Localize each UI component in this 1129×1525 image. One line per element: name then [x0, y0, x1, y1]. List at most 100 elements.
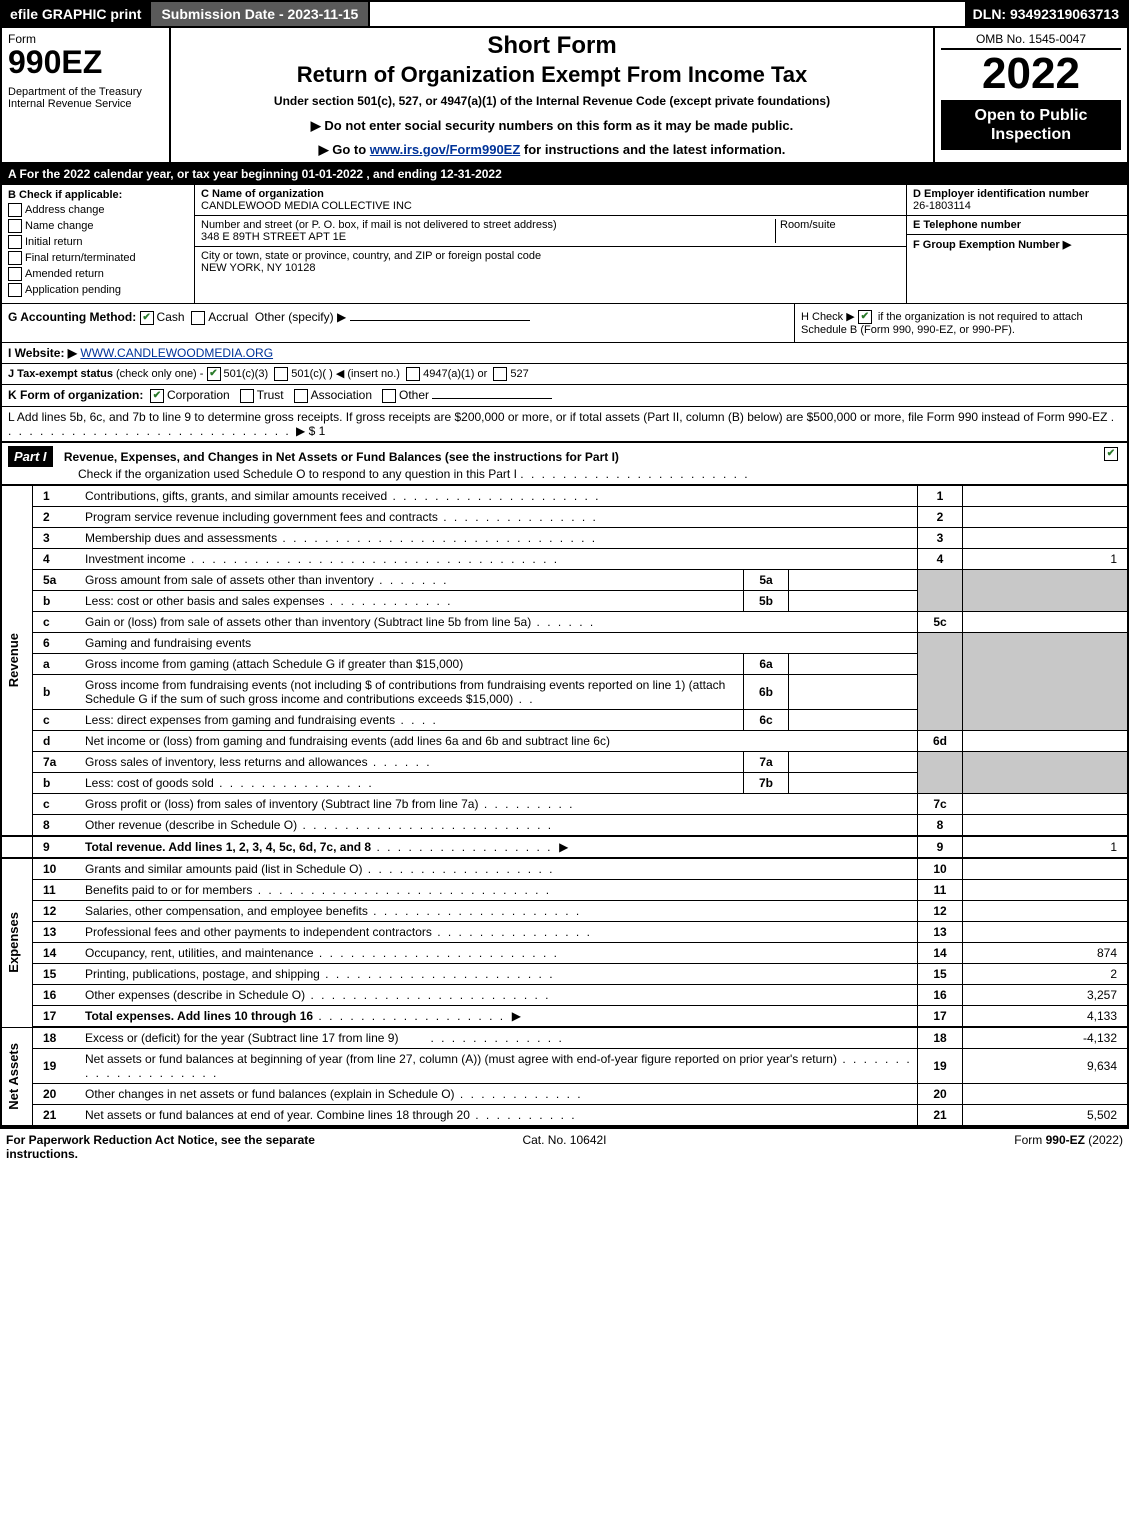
city-label: City or town, state or province, country…	[201, 250, 541, 262]
part-i-title: Revenue, Expenses, and Changes in Net As…	[64, 450, 619, 464]
ein-val: 26-1803114	[913, 200, 971, 212]
table-row: 12Salaries, other compensation, and empl…	[1, 901, 1128, 922]
table-row: cGross profit or (loss) from sales of in…	[1, 794, 1128, 815]
link-pre: ▶ Go to	[319, 142, 370, 157]
net-assets-side-label: Net Assets	[6, 1043, 21, 1110]
section-gh: G Accounting Method: Cash Accrual Other …	[0, 304, 1129, 343]
form-subtitle: Under section 501(c), 527, or 4947(a)(1)…	[181, 94, 923, 108]
table-row: 4Investment income . . . . . . . . . . .…	[1, 549, 1128, 570]
part-i-table: Revenue 1Contributions, gifts, grants, a…	[0, 486, 1129, 1127]
group-exempt-row: F Group Exemption Number ▶	[907, 235, 1127, 254]
irs-label: Internal Revenue Service	[8, 98, 163, 110]
f-label: F Group Exemption Number ▶	[913, 239, 1071, 251]
checkbox-icon[interactable]	[240, 389, 254, 403]
section-b-mid: C Name of organization CANDLEWOOD MEDIA …	[195, 185, 906, 303]
form-header: Form 990EZ Department of the Treasury In…	[0, 28, 1129, 164]
table-row: 20Other changes in net assets or fund ba…	[1, 1084, 1128, 1105]
b-label: B Check if applicable:	[8, 189, 188, 201]
checkbox-checked-icon[interactable]	[140, 311, 154, 325]
table-row: 15Printing, publications, postage, and s…	[1, 964, 1128, 985]
table-row: 5aGross amount from sale of assets other…	[1, 570, 1128, 591]
website-link[interactable]: WWW.CANDLEWOODMEDIA.ORG	[80, 346, 273, 360]
street-val: 348 E 89TH STREET APT 1E	[201, 231, 346, 243]
j-label: J Tax-exempt status	[8, 368, 113, 380]
street-label: Number and street (or P. O. box, if mail…	[201, 219, 557, 231]
table-row: Revenue 1Contributions, gifts, grants, a…	[1, 486, 1128, 507]
checkbox-icon[interactable]	[8, 219, 22, 233]
table-row: 13Professional fees and other payments t…	[1, 922, 1128, 943]
checkbox-icon[interactable]	[274, 367, 288, 381]
table-row: dNet income or (loss) from gaming and fu…	[1, 731, 1128, 752]
b-opt: Final return/terminated	[8, 251, 188, 265]
top-bar: efile GRAPHIC print Submission Date - 20…	[0, 0, 1129, 28]
footer-center: Cat. No. 10642I	[378, 1133, 750, 1161]
table-row: cGain or (loss) from sale of assets othe…	[1, 612, 1128, 633]
c-label: C Name of organization	[201, 188, 324, 200]
k-label: K Form of organization:	[8, 388, 143, 402]
checkbox-icon[interactable]	[406, 367, 420, 381]
g-label: G Accounting Method:	[8, 310, 136, 324]
table-row: Expenses 10Grants and similar amounts pa…	[1, 858, 1128, 880]
part-i-check: Check if the organization used Schedule …	[8, 467, 517, 481]
room-label: Room/suite	[775, 219, 900, 243]
table-row: Net Assets 18Excess or (deficit) for the…	[1, 1027, 1128, 1049]
checkbox-checked-icon[interactable]	[1104, 447, 1118, 461]
street-row: Number and street (or P. O. box, if mail…	[195, 216, 906, 247]
short-form-title: Short Form	[181, 32, 923, 60]
table-row: 11Benefits paid to or for members . . . …	[1, 880, 1128, 901]
page-footer: For Paperwork Reduction Act Notice, see …	[0, 1127, 1129, 1165]
checkbox-checked-icon[interactable]	[207, 367, 221, 381]
section-i: I Website: ▶ WWW.CANDLEWOODMEDIA.ORG	[0, 343, 1129, 364]
header-center: Short Form Return of Organization Exempt…	[171, 28, 935, 162]
table-row: 3Membership dues and assessments . . . .…	[1, 528, 1128, 549]
table-row: 6Gaming and fundraising events	[1, 633, 1128, 654]
ein-row: D Employer identification number 26-1803…	[907, 185, 1127, 216]
checkbox-icon[interactable]	[8, 251, 22, 265]
b-opt: Name change	[8, 219, 188, 233]
section-j: J Tax-exempt status (check only one) - 5…	[0, 364, 1129, 385]
dln-label: DLN: 93492319063713	[965, 2, 1127, 26]
section-h: H Check ▶ if the organization is not req…	[794, 304, 1127, 342]
checkbox-icon[interactable]	[294, 389, 308, 403]
header-left: Form 990EZ Department of the Treasury In…	[2, 28, 171, 162]
tax-year: 2022	[941, 52, 1121, 96]
b-opt: Application pending	[8, 283, 188, 297]
footer-left: For Paperwork Reduction Act Notice, see …	[6, 1133, 378, 1161]
checkbox-icon[interactable]	[493, 367, 507, 381]
submission-date: Submission Date - 2023-11-15	[149, 2, 370, 26]
part-i-header: Part I Revenue, Expenses, and Changes in…	[0, 443, 1129, 486]
checkbox-icon[interactable]	[382, 389, 396, 403]
checkbox-icon[interactable]	[8, 235, 22, 249]
org-name: CANDLEWOOD MEDIA COLLECTIVE INC	[201, 200, 412, 212]
l-val: 1	[319, 424, 326, 438]
checkbox-icon[interactable]	[8, 203, 22, 217]
table-row: 14Occupancy, rent, utilities, and mainte…	[1, 943, 1128, 964]
b-opt: Address change	[8, 203, 188, 217]
city-val: NEW YORK, NY 10128	[201, 262, 316, 274]
efile-label: efile GRAPHIC print	[2, 2, 149, 26]
section-g: G Accounting Method: Cash Accrual Other …	[2, 304, 794, 342]
l-arrow: ▶ $	[296, 424, 315, 438]
org-name-row: C Name of organization CANDLEWOOD MEDIA …	[195, 185, 906, 216]
open-public-inspection: Open to Public Inspection	[941, 100, 1121, 150]
table-row: 7aGross sales of inventory, less returns…	[1, 752, 1128, 773]
ssn-note: ▶ Do not enter social security numbers o…	[181, 118, 923, 134]
d-label: D Employer identification number	[913, 188, 1089, 200]
b-opt: Initial return	[8, 235, 188, 249]
checkbox-checked-icon[interactable]	[150, 389, 164, 403]
instructions-link[interactable]: www.irs.gov/Form990EZ	[370, 142, 521, 157]
checkbox-icon[interactable]	[8, 283, 22, 297]
footer-right: Form 990-EZ (2022)	[751, 1133, 1123, 1161]
section-b-right: D Employer identification number 26-1803…	[906, 185, 1127, 303]
b-opt: Amended return	[8, 267, 188, 281]
checkbox-checked-icon[interactable]	[858, 310, 872, 324]
checkbox-icon[interactable]	[8, 267, 22, 281]
form-title: Return of Organization Exempt From Incom…	[181, 62, 923, 88]
link-post: for instructions and the latest informat…	[520, 142, 785, 157]
table-row: 19Net assets or fund balances at beginni…	[1, 1049, 1128, 1084]
section-a: A For the 2022 calendar year, or tax yea…	[0, 164, 1129, 185]
part-i-bar: Part I	[8, 446, 53, 467]
checkbox-icon[interactable]	[191, 311, 205, 325]
section-k: K Form of organization: Corporation Trus…	[0, 385, 1129, 407]
table-row: 2Program service revenue including gover…	[1, 507, 1128, 528]
